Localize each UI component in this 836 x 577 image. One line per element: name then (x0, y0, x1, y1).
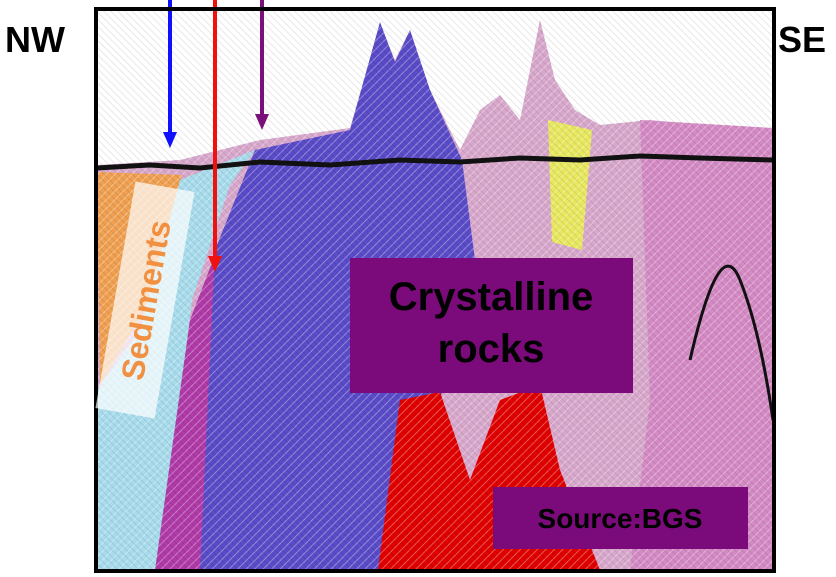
nw-label: NW (5, 19, 65, 60)
source-label: Source:BGS (538, 503, 703, 534)
se-label: SE (778, 19, 826, 60)
cross-section: NW SE Sediments Crystallinerocks Source:… (0, 0, 836, 577)
